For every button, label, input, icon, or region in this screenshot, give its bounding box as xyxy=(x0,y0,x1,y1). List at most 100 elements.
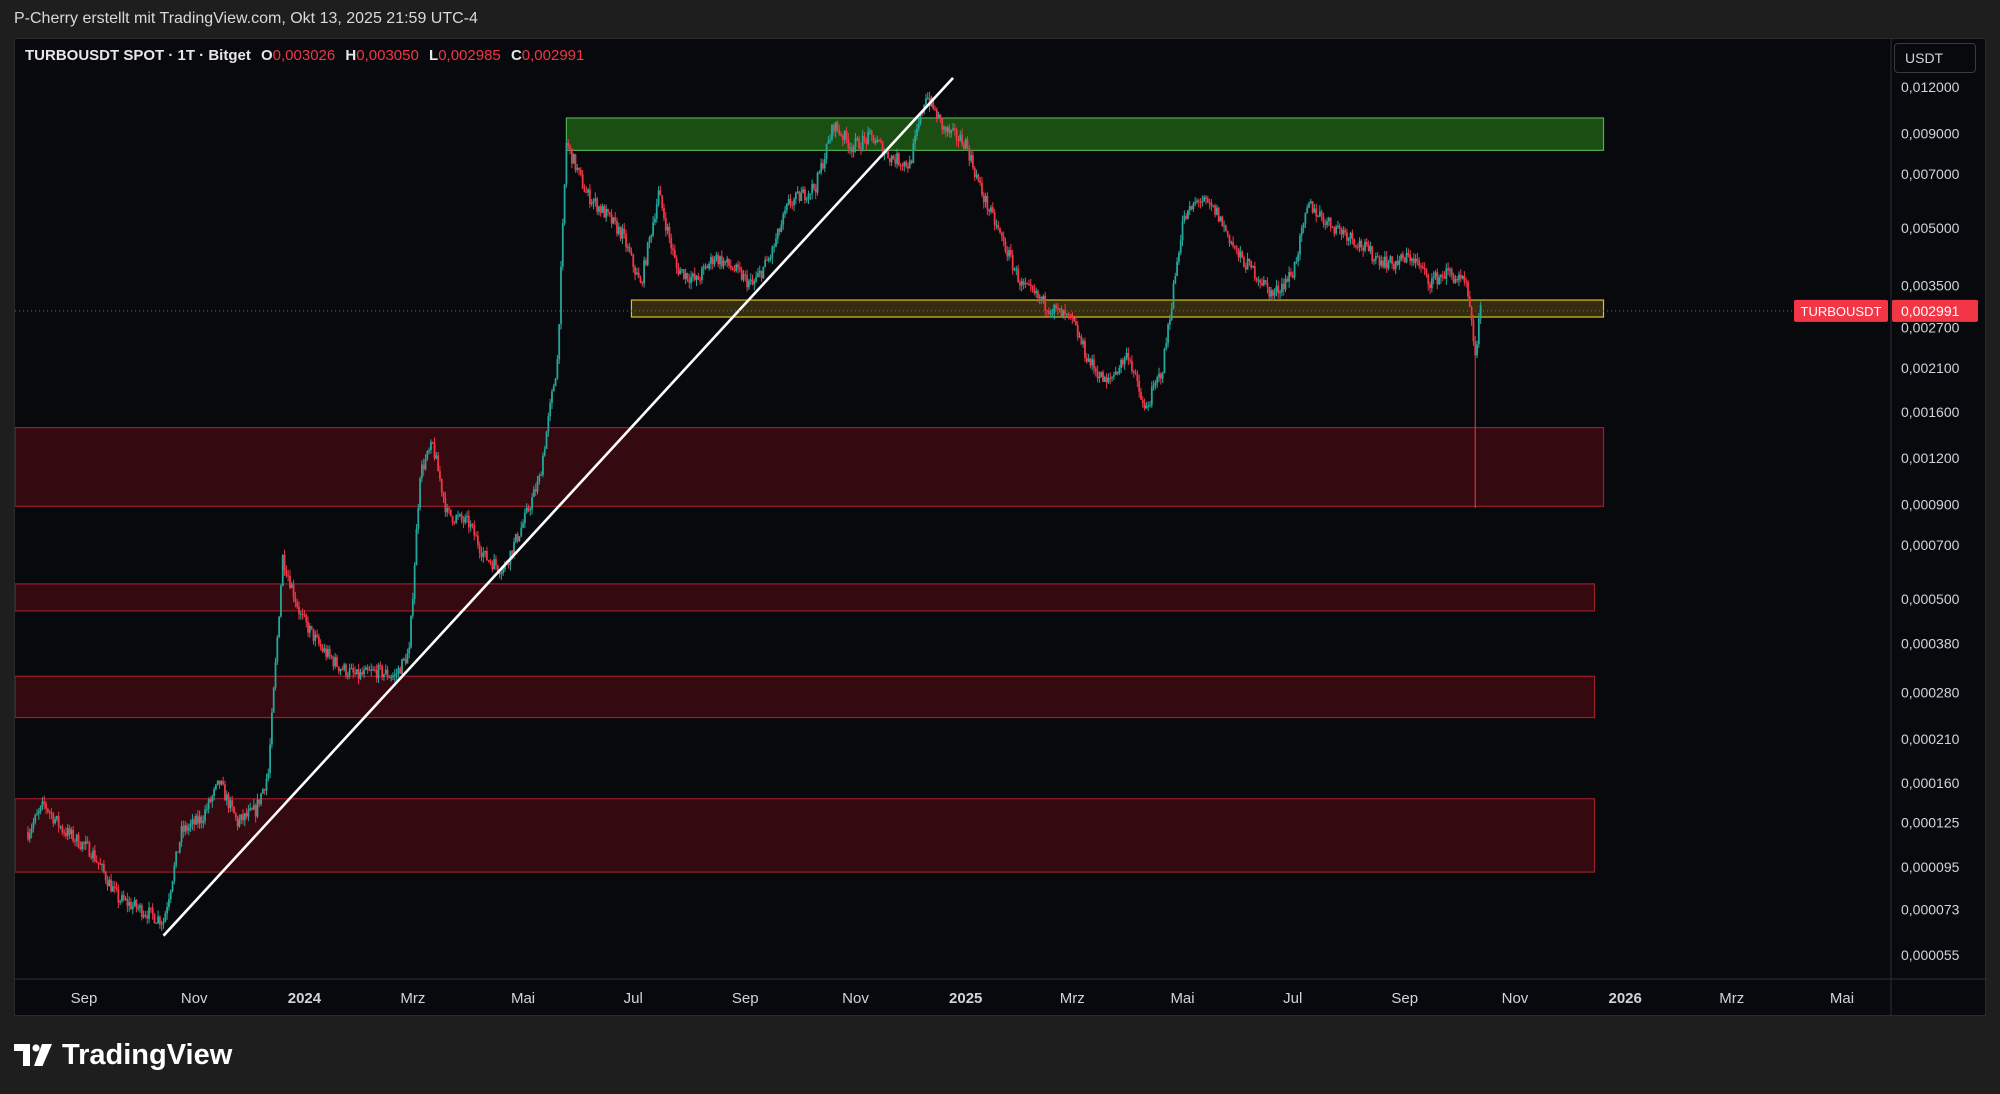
candle-body xyxy=(1002,236,1005,242)
candle-body xyxy=(153,913,156,924)
candle-body xyxy=(388,677,391,679)
candle-body xyxy=(225,794,228,801)
candle-body xyxy=(216,780,219,785)
candle-body xyxy=(542,455,544,475)
candle-body xyxy=(990,207,992,212)
candle-body xyxy=(984,196,987,203)
candle-body xyxy=(77,834,80,848)
candle-body xyxy=(1275,285,1278,292)
candle-body xyxy=(435,455,438,459)
candle-body xyxy=(1454,279,1457,283)
tradingview-wordmark: TradingView xyxy=(62,1038,233,1071)
candle-body xyxy=(858,138,861,149)
candle-body xyxy=(874,142,877,144)
candle-body xyxy=(601,205,604,213)
candle-body xyxy=(453,522,456,524)
candle-body xyxy=(845,130,848,140)
candle-body xyxy=(684,273,687,279)
chart-frame[interactable]: 0,012000 0,009000 0,007000 0,005000 0,003500… xyxy=(14,38,1987,1017)
candle-body xyxy=(531,497,533,510)
candle-body xyxy=(1264,280,1267,283)
candle-body xyxy=(305,615,308,622)
candle-body xyxy=(430,442,432,451)
candle-body xyxy=(847,139,850,149)
candle-body xyxy=(1280,283,1283,293)
candle-body xyxy=(157,916,159,923)
candle-body xyxy=(1089,358,1092,366)
currency-selector[interactable]: USDT xyxy=(1894,43,1976,73)
candle-body xyxy=(905,161,907,167)
price-tick-label: 0,002700 xyxy=(1901,319,1960,335)
candle-body xyxy=(549,403,552,417)
candle-body xyxy=(1127,352,1130,361)
candle-body xyxy=(1187,210,1189,219)
candle-body xyxy=(1279,292,1281,294)
candle-body xyxy=(592,200,595,203)
candle-body xyxy=(332,657,335,667)
candle-body xyxy=(271,712,273,745)
candle-body xyxy=(793,199,795,206)
candle-body xyxy=(599,206,602,213)
candle-body xyxy=(634,267,636,275)
candle-body xyxy=(1271,290,1274,296)
candle-body xyxy=(372,669,374,671)
candle-body xyxy=(1358,240,1361,248)
candle-body xyxy=(941,118,944,130)
candle-body xyxy=(1055,304,1057,308)
candle-body xyxy=(70,829,73,835)
candle-body xyxy=(872,134,875,144)
tradingview-logo[interactable]: TradingView xyxy=(14,1038,232,1072)
candle-body xyxy=(234,813,237,818)
candle-body xyxy=(263,789,266,791)
time-tick-label: Nov xyxy=(1502,990,1529,1007)
candle-body xyxy=(346,675,349,677)
candle-body xyxy=(117,889,120,903)
candle-body xyxy=(753,281,756,285)
candle-body xyxy=(1071,314,1074,318)
candle-body xyxy=(520,527,523,537)
candle-body xyxy=(471,524,474,526)
candle-body xyxy=(558,324,561,360)
candle-body xyxy=(959,134,962,141)
candle-body xyxy=(1262,280,1265,286)
candle-body xyxy=(1192,203,1195,210)
candle-body xyxy=(701,268,703,281)
candle-body xyxy=(561,223,564,267)
candle-body xyxy=(231,800,234,807)
candle-body xyxy=(744,274,747,276)
candle-body xyxy=(972,155,974,168)
candle-body xyxy=(986,196,989,210)
candle-body xyxy=(617,226,620,234)
candle-body xyxy=(708,263,711,269)
candle-body xyxy=(829,139,832,141)
candle-body xyxy=(726,258,729,263)
candle-body xyxy=(1118,367,1121,374)
close-key: C xyxy=(510,47,522,64)
candle-body xyxy=(1020,281,1023,286)
candle-body xyxy=(822,163,824,169)
candle-body xyxy=(169,890,172,900)
candle-body xyxy=(581,174,584,189)
candle-body xyxy=(448,508,450,510)
time-tick-label: 2026 xyxy=(1608,990,1641,1007)
candle-body xyxy=(860,148,862,150)
candle-body xyxy=(1353,239,1356,246)
candle-body xyxy=(809,193,812,195)
candle-body xyxy=(1037,291,1039,299)
last-price-tag-label: 0,002991 xyxy=(1901,303,1960,319)
candle-body xyxy=(525,507,528,513)
price-chart[interactable]: 0,012000 0,009000 0,007000 0,005000 0,003500… xyxy=(15,39,1987,1017)
candle-body xyxy=(1033,289,1036,294)
candle-body xyxy=(1091,359,1094,366)
candle-body xyxy=(440,478,443,493)
candle-body xyxy=(341,669,344,671)
candle-body xyxy=(182,825,185,832)
candle-body xyxy=(639,278,642,283)
candle-body xyxy=(735,264,738,271)
candle-body xyxy=(545,431,548,449)
candle-body xyxy=(218,780,221,785)
candle-body xyxy=(345,664,347,676)
time-tick-label: Mrz xyxy=(1060,990,1085,1007)
candle-body xyxy=(1134,372,1137,374)
candle-body xyxy=(198,816,201,824)
